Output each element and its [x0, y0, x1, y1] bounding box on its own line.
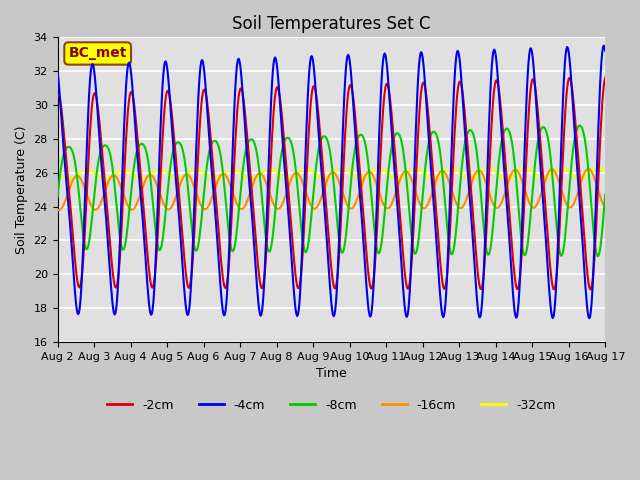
-8cm: [551, 205, 559, 211]
-4cm: [551, 300, 559, 306]
-16cm: [552, 171, 559, 177]
-8cm: [575, 123, 583, 129]
-4cm: [54, 68, 61, 74]
-16cm: [54, 206, 61, 212]
-4cm: [602, 48, 609, 54]
-32cm: [65, 176, 73, 181]
-4cm: [174, 198, 182, 204]
-8cm: [430, 129, 438, 134]
-16cm: [198, 204, 206, 210]
-16cm: [602, 204, 609, 210]
-2cm: [551, 284, 559, 290]
Line: -2cm: -2cm: [58, 78, 605, 289]
-16cm: [175, 186, 182, 192]
-4cm: [323, 238, 331, 243]
-2cm: [323, 212, 331, 217]
-32cm: [54, 170, 61, 176]
Legend: -2cm, -4cm, -8cm, -16cm, -32cm: -2cm, -4cm, -8cm, -16cm, -32cm: [102, 394, 561, 417]
-2cm: [174, 176, 182, 182]
-32cm: [377, 166, 385, 172]
-32cm: [324, 175, 332, 181]
Line: -8cm: -8cm: [58, 126, 605, 256]
X-axis label: Time: Time: [316, 367, 347, 380]
-8cm: [602, 192, 609, 197]
-32cm: [431, 176, 438, 181]
-2cm: [430, 182, 438, 188]
-16cm: [324, 176, 332, 182]
-8cm: [323, 136, 331, 142]
-32cm: [175, 176, 182, 181]
-2cm: [602, 75, 609, 81]
-2cm: [198, 102, 205, 108]
-16cm: [55, 207, 63, 213]
Line: -16cm: -16cm: [58, 168, 605, 210]
-32cm: [552, 168, 559, 173]
-16cm: [377, 195, 385, 201]
-4cm: [376, 108, 384, 114]
-4cm: [430, 205, 438, 211]
-16cm: [585, 166, 593, 171]
Line: -4cm: -4cm: [58, 46, 605, 318]
-4cm: [198, 59, 205, 64]
-16cm: [431, 181, 438, 187]
-4cm: [600, 43, 607, 48]
-8cm: [376, 248, 384, 254]
-8cm: [174, 140, 182, 145]
-2cm: [587, 287, 595, 292]
-2cm: [54, 92, 61, 97]
-8cm: [198, 218, 205, 224]
Text: BC_met: BC_met: [68, 47, 127, 60]
-32cm: [198, 168, 206, 174]
-2cm: [376, 162, 384, 168]
-8cm: [54, 194, 61, 200]
-32cm: [595, 165, 602, 170]
-32cm: [602, 168, 609, 174]
Title: Soil Temperatures Set C: Soil Temperatures Set C: [232, 15, 431, 33]
Line: -32cm: -32cm: [58, 168, 605, 179]
-4cm: [586, 315, 593, 321]
-8cm: [594, 253, 602, 259]
Y-axis label: Soil Temperature (C): Soil Temperature (C): [15, 125, 28, 254]
